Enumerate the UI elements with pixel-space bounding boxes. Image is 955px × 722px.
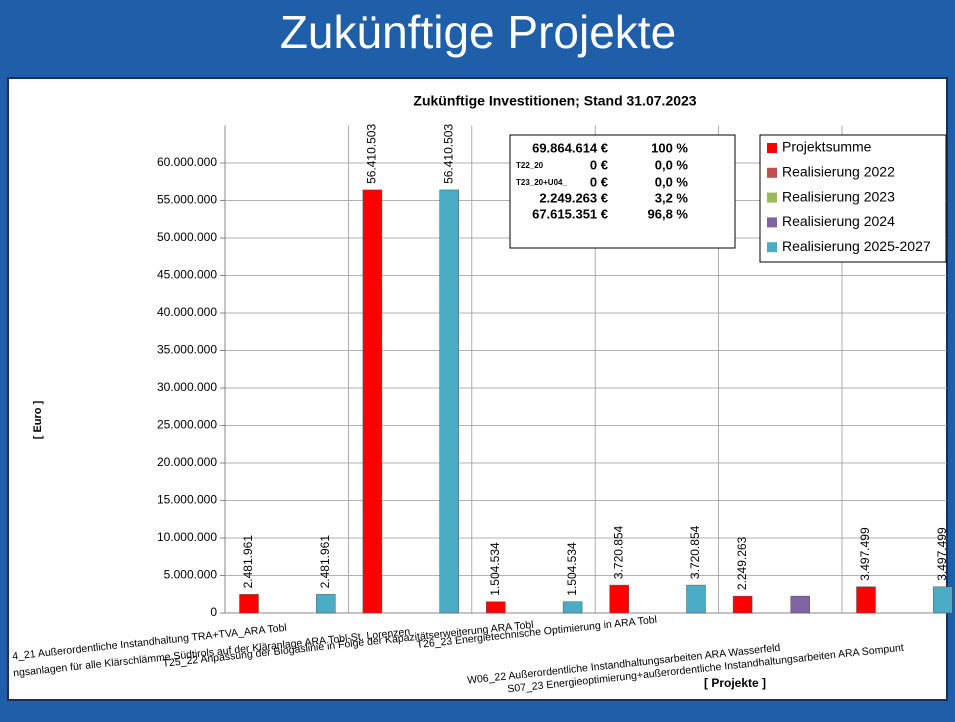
data-label: 3.497.499	[858, 527, 872, 581]
bar	[609, 584, 629, 614]
bar	[239, 594, 259, 614]
data-label: 1.504.534	[488, 542, 502, 596]
summary-amount: 0 €	[590, 157, 608, 172]
legend-swatch	[767, 217, 777, 228]
legend-label: Realisierung 2025-2027	[782, 238, 931, 254]
bar	[486, 601, 506, 614]
bar	[856, 586, 876, 614]
legend-label: Projektsumme	[782, 139, 872, 155]
y-tick-label: 40.000.000	[157, 305, 217, 319]
legend-label: Realisierung 2023	[782, 188, 895, 204]
y-tick-label: 55.000.000	[157, 193, 217, 207]
y-axis-label: [ Euro ]	[32, 400, 44, 439]
y-tick-label: 50.000.000	[157, 230, 217, 244]
data-label: 2.481.961	[241, 535, 255, 589]
legend-swatch	[767, 192, 777, 203]
summary-percent: 3,2 %	[655, 190, 689, 205]
summary-amount: 67.615.351 €	[532, 206, 608, 221]
bar	[933, 586, 953, 614]
summary-label: T22_20	[516, 161, 544, 170]
legend-label: Realisierung 2024	[782, 213, 895, 229]
legend-swatch	[767, 167, 777, 178]
summary-percent: 96,8 %	[648, 206, 689, 221]
bar	[316, 594, 336, 614]
slide-title: Zukünftige Projekte	[280, 6, 676, 58]
bar	[790, 595, 810, 614]
chart-title: Zukünftige Investitionen; Stand 31.07.20…	[413, 93, 696, 109]
legend-label: Realisierung 2022	[782, 164, 895, 180]
y-tick-label: 0	[210, 605, 217, 619]
y-tick-label: 25.000.000	[157, 418, 217, 432]
summary-amount: 0 €	[590, 174, 608, 189]
y-tick-label: 35.000.000	[157, 343, 217, 357]
y-tick-label: 20.000.000	[157, 455, 217, 469]
summary-percent: 0,0 %	[655, 157, 689, 172]
legend-swatch	[767, 143, 777, 153]
data-label: 2.481.961	[318, 535, 332, 589]
y-tick-label: 15.000.000	[157, 493, 217, 507]
bar	[732, 595, 753, 614]
legend-box	[759, 134, 947, 263]
data-label: 3.720.854	[688, 525, 702, 579]
bar	[439, 189, 459, 614]
y-tick-label: 10.000.000	[157, 530, 217, 544]
summary-label: T23_20+U04_	[516, 178, 567, 187]
bar	[562, 601, 583, 614]
data-label: 56.410.503	[365, 124, 379, 184]
data-label: 3.497.499	[935, 527, 949, 581]
summary-amount: 69.864.614 €	[532, 140, 608, 155]
bar	[686, 584, 706, 614]
data-label: 3.720.854	[611, 525, 625, 579]
y-tick-label: 5.000.000	[164, 568, 218, 582]
y-tick-label: 45.000.000	[157, 268, 217, 282]
data-label: 1.504.534	[565, 542, 579, 596]
summary-percent: 0,0 %	[655, 174, 689, 189]
data-label: 2.249.263	[735, 536, 749, 590]
legend-swatch	[767, 242, 777, 253]
bar	[362, 189, 383, 614]
y-tick-label: 60.000.000	[157, 155, 217, 169]
data-label: 56.410.503	[441, 124, 455, 184]
y-tick-label: 30.000.000	[157, 380, 217, 394]
summary-box	[509, 134, 736, 249]
summary-amount: 2.249.263 €	[539, 190, 608, 205]
x-axis-label: [ Projekte ]	[704, 676, 766, 690]
summary-percent: 100 %	[651, 140, 688, 155]
